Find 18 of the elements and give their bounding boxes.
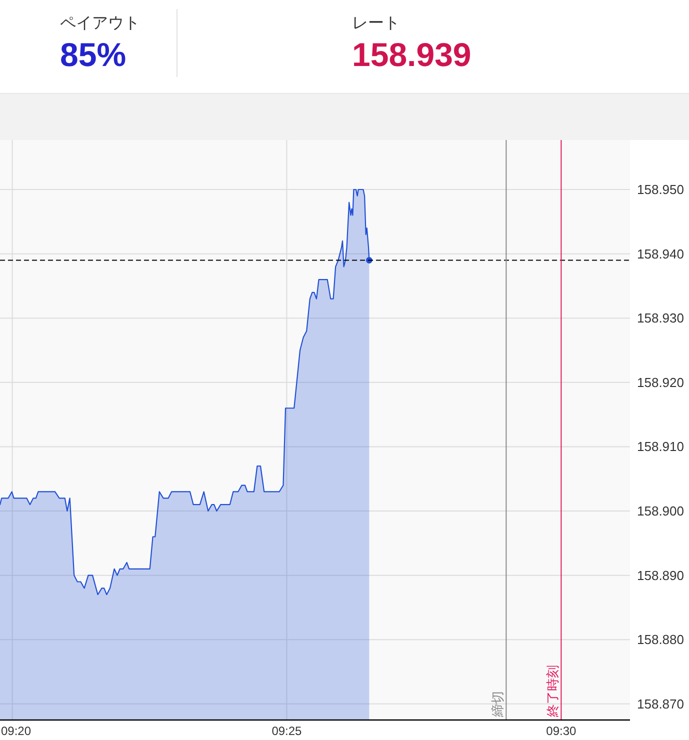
card-label: レート bbox=[352, 15, 400, 32]
x-tick-label: 09:20 bbox=[1, 724, 32, 738]
y-tick-label: 158.870 bbox=[637, 696, 684, 712]
y-tick-label: 158.920 bbox=[637, 374, 684, 390]
card-value: 158.939 bbox=[352, 36, 472, 73]
x-tick-label: 09:30 bbox=[546, 724, 576, 738]
ref-label: 終了時刻 bbox=[545, 665, 560, 717]
x-tick-label: 09:25 bbox=[272, 724, 302, 738]
card-value: 85% bbox=[60, 36, 126, 73]
y-tick-label: 158.890 bbox=[637, 568, 684, 583]
ref-label: 締切 bbox=[490, 691, 506, 717]
card-label: ペイアウト bbox=[60, 15, 140, 32]
y-tick-label: 158.930 bbox=[637, 310, 684, 326]
y-tick-label: 158.950 bbox=[637, 182, 684, 197]
y-tick-label: 158.880 bbox=[637, 632, 684, 648]
y-tick-label: 158.910 bbox=[637, 439, 684, 454]
y-tick-label: 158.900 bbox=[637, 504, 684, 519]
y-tick-label: 158.940 bbox=[637, 246, 684, 262]
